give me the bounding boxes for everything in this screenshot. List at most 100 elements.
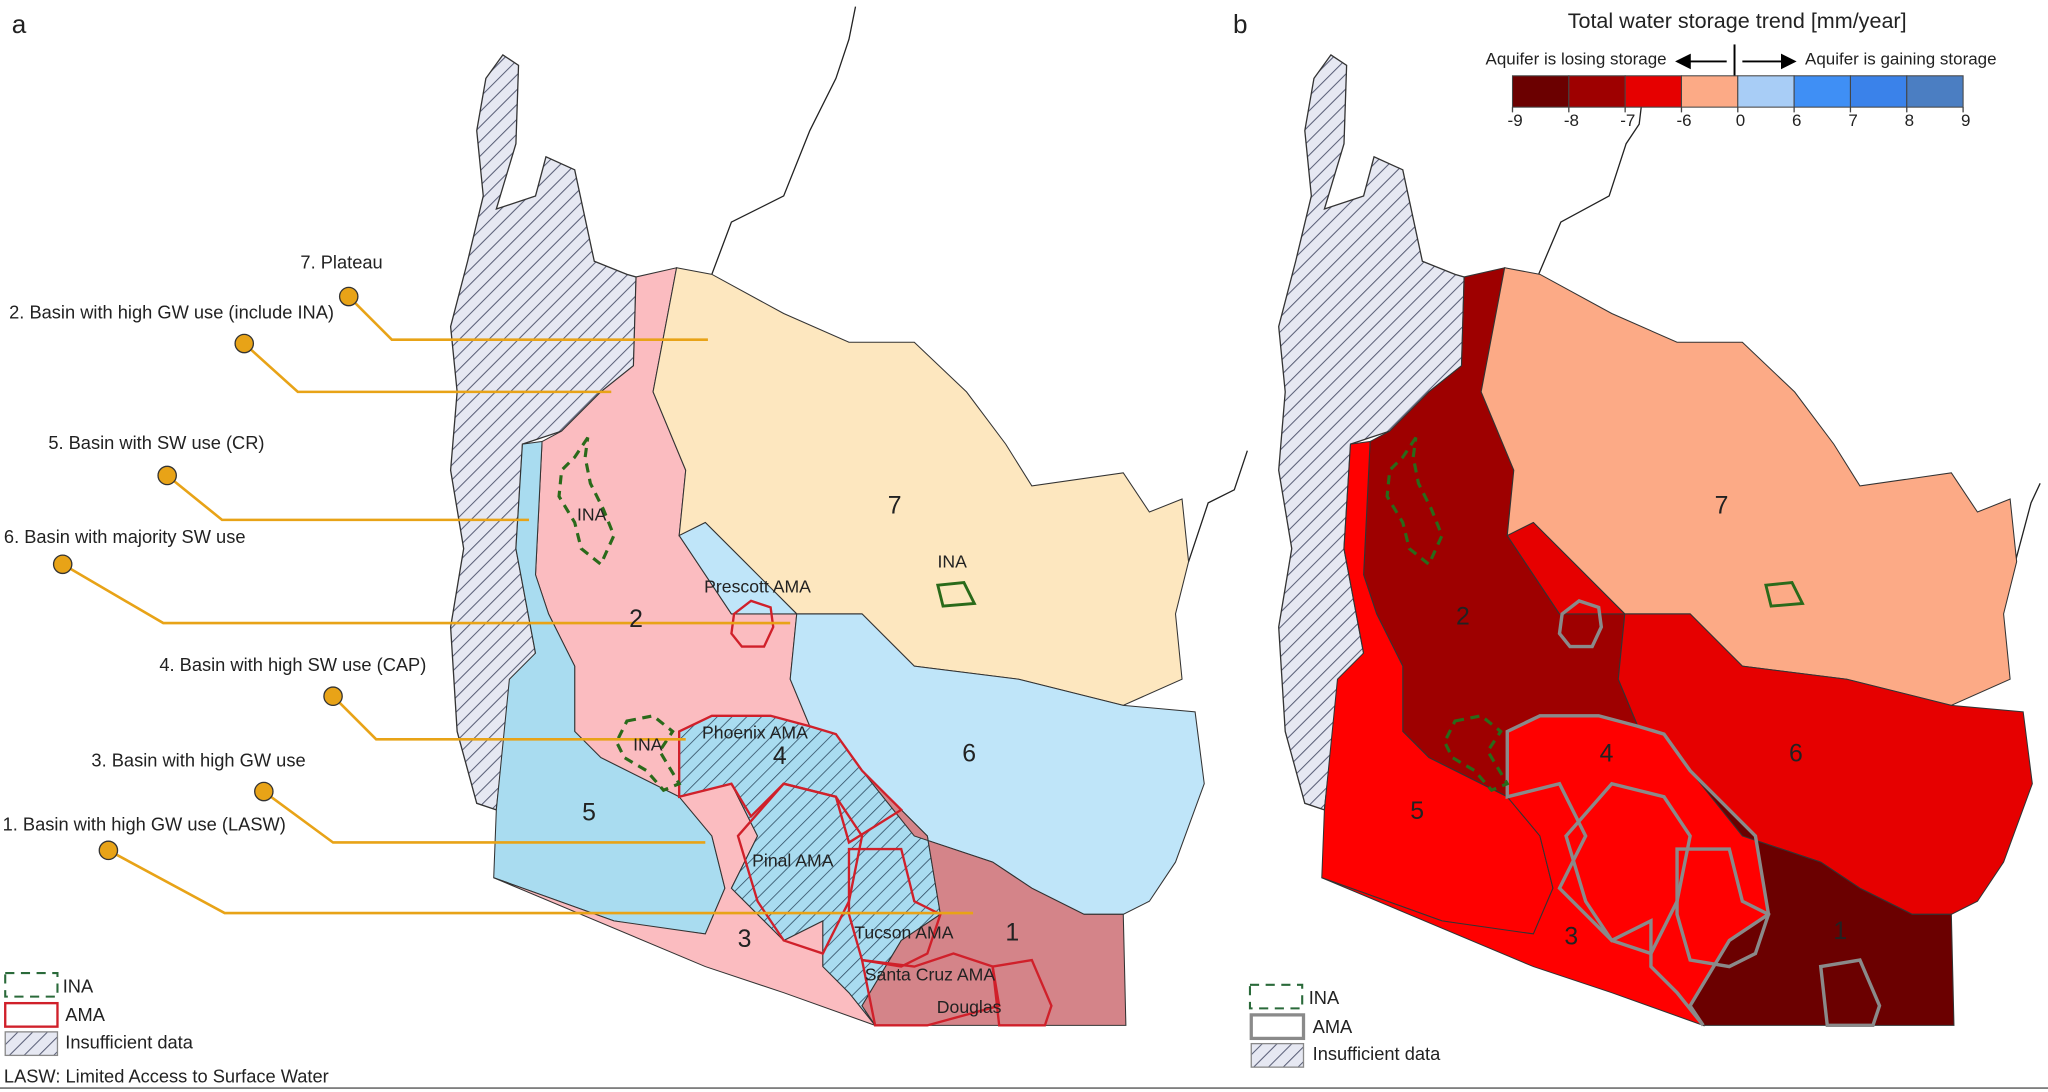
colorbar-tick-label: -7 [1620,111,1635,130]
panel-label: a [12,9,27,39]
ama-label: Santa Cruz AMA [865,964,996,984]
region-number: 3 [738,926,752,953]
ama-boundary [678,714,904,845]
colorbar-tick-label: 9 [1961,111,1970,130]
callout-label: 4. Basin with high SW use (CAP) [159,654,426,675]
colorbar-tick-label: 6 [1792,111,1801,130]
legend-swatch [1248,983,1304,1010]
labels: 7. Plateau 2. Basin with high GW use (inc… [3,252,1848,1017]
legend-label: INA [1309,987,1340,1008]
callout-line [166,474,529,522]
legend-b: INA AMA Insufficient data [1248,983,1441,1068]
colorbar-swatch [1793,75,1851,108]
colorbar-note: Aquifer is gaining storage [1805,50,1997,69]
ina-label: INA [937,552,967,572]
legend-swatch [1250,1042,1305,1068]
callout-line [107,849,974,915]
ina-label: INA [577,505,607,525]
ama-label: Pinal AMA [752,851,834,871]
ama-boundary [1505,714,1771,1027]
callout-dot [338,286,359,307]
ama-boundary [1818,958,1882,1028]
callout-line [332,695,686,741]
region-number: 5 [1410,798,1424,825]
colorbar-tick-label: -9 [1508,111,1523,130]
colorbar-tick-label: -6 [1677,111,1692,130]
legend-label: AMA [1313,1016,1353,1037]
footnote: LASW: Limited Access to Surface Water [4,1065,329,1086]
callout-dot [254,781,274,802]
callout-label: 6. Basin with majority SW use [4,526,246,547]
ina-boundary [614,714,682,793]
callout-label: 1. Basin with high GW use (LASW) [3,813,286,834]
panel-label: b [1233,9,1248,39]
colorbar-tick-label: -8 [1564,111,1579,130]
callout-dot [52,554,73,575]
callout-dot [234,333,255,354]
colorbar-swatch [1906,75,1964,108]
legend-swatch [4,1001,59,1028]
legend-swatch [1249,1013,1306,1041]
ama-label: Phoenix AMA [702,723,808,743]
callout-line [263,790,706,844]
ina-boundary [1764,581,1805,608]
ina-label: INA [633,734,663,754]
region-number: 7 [1715,492,1729,519]
region-number: 6 [1789,741,1803,768]
colorbar-note: Aquifer is losing storage [1486,50,1667,69]
colorbar-swatch [1511,75,1570,108]
region-number: 2 [629,606,643,633]
colorbar-title: Total water storage trend [mm/year] [1568,8,1907,33]
ama-label: Tucson AMA [854,923,954,943]
region-number: 6 [962,741,976,768]
colorbar-swatch [1849,75,1908,108]
callout-label: 3. Basin with high GW use [91,749,305,770]
legend-label: Insufficient data [65,1031,193,1052]
region-number: 1 [1833,918,1847,945]
region-number: 3 [1564,923,1578,950]
colorbar-swatch [1568,75,1626,108]
callout-line [243,342,612,394]
colorbar-tick-label: 7 [1848,111,1857,130]
callout-dot [323,686,343,706]
region-number: 5 [582,799,596,826]
colorbar-swatch [1680,75,1739,108]
map-b [1278,54,2033,1028]
region-number: 1 [1005,919,1019,946]
callout-label: 2. Basin with high GW use (include INA) [9,301,334,322]
callout-line [62,563,791,625]
callout-dot [157,465,177,486]
legend-a: INA AMA Insufficient data LASW: Limited … [4,972,329,1086]
legend-label: Insufficient data [1313,1043,1441,1064]
ina-boundary [1442,714,1510,793]
ama-boundary [730,599,775,648]
legend-swatch [4,1031,59,1057]
region-number: 4 [1600,741,1614,768]
basin [1506,521,2033,915]
legend-label: INA [63,975,94,996]
callout-dot [98,840,119,861]
colorbar-swatch [1624,75,1682,108]
ama-boundary [1675,847,1771,969]
map-a [449,54,1205,1027]
colorbar-tick-label: 8 [1905,111,1914,130]
basin [678,521,1205,915]
ama-label: Douglas [937,997,1002,1017]
callout-line [347,295,708,341]
ama-boundary [991,958,1053,1027]
ina-boundary [935,581,977,608]
region-number: 2 [1456,603,1470,630]
colorbar-swatch [1737,75,1795,108]
colorbar-tick-label: 0 [1736,111,1745,130]
ina-boundary [557,436,616,567]
region-number: 4 [773,743,787,770]
ama-boundary [1557,598,1604,649]
ama-label: Prescott AMA [704,576,811,596]
ina-boundary [1385,436,1444,567]
callout-label: 7. Plateau [300,252,382,273]
rivers [711,6,2041,562]
legend-label: AMA [65,1004,105,1025]
callout-label: 5. Basin with SW use (CR) [48,432,264,453]
